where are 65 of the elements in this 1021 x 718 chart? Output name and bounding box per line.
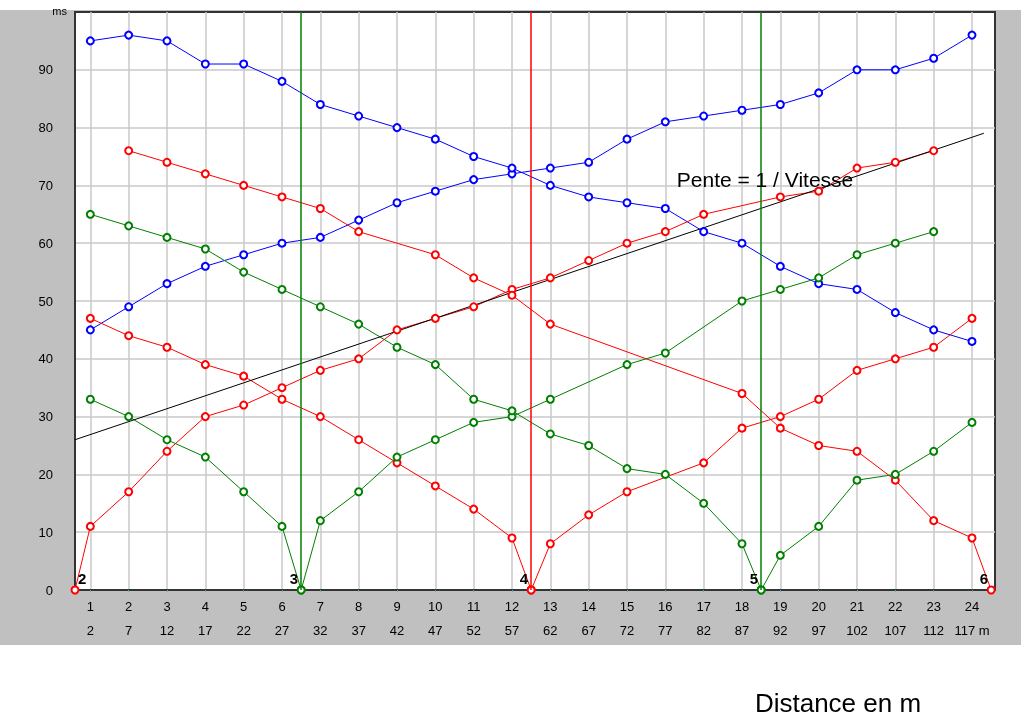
- x-tick-label: 19: [773, 599, 788, 614]
- annotation: 5: [749, 570, 759, 587]
- x2-tick-label: 32: [313, 623, 328, 638]
- x-axis-title: Distance en m: [754, 688, 922, 718]
- x2-tick-label: 27: [274, 623, 290, 638]
- x-tick-label: 17: [696, 599, 711, 614]
- annotation: 2: [78, 570, 87, 587]
- x2-tick-label: 47: [428, 623, 443, 638]
- x2-tick-label: 62: [543, 623, 558, 638]
- x-tick-label: 22: [888, 599, 903, 614]
- x2-tick-label: 7: [125, 623, 133, 638]
- x-tick-label: 21: [849, 599, 865, 614]
- x-tick-label: 6: [278, 599, 286, 614]
- y-tick-label: 30: [38, 409, 53, 425]
- x-tick-label: 18: [734, 599, 750, 614]
- y-tick-label: 20: [38, 466, 53, 482]
- x2-tick-label: 17: [198, 623, 213, 638]
- y-tick-label: 10: [38, 524, 53, 540]
- x-tick-label: 11: [466, 599, 481, 614]
- y-tick-label: 40: [38, 351, 53, 367]
- x2-tick-label: 97: [811, 623, 826, 638]
- x2-tick-label: 87: [734, 623, 750, 638]
- x2-tick-label: 37: [351, 623, 366, 638]
- x2-tick-label: 102: [846, 623, 868, 638]
- y-tick-label: 90: [38, 62, 53, 78]
- x2-tick-label: 12: [159, 623, 175, 638]
- x2-tick-label: 77: [658, 623, 673, 638]
- x2-tick-label: 67: [581, 623, 596, 638]
- x-tick-label: 2: [125, 599, 133, 614]
- x-tick-label: 8: [355, 599, 363, 614]
- x2-tick-label: 42: [389, 623, 405, 638]
- x2-tick-label: 2: [86, 623, 94, 638]
- x-tick-label: 7: [316, 599, 324, 614]
- x2-tick-label: 82: [696, 623, 711, 638]
- y-tick-label: 60: [38, 235, 53, 251]
- x-tick-label: 15: [619, 599, 635, 614]
- x2-tick-label: 52: [466, 623, 481, 638]
- x2-tick-label: 117 m: [954, 623, 990, 638]
- x-tick-label: 5: [240, 599, 248, 614]
- annotation: 6: [979, 570, 989, 587]
- y-tick-label: 0: [45, 582, 53, 598]
- x2-tick-label: 112: [923, 623, 945, 638]
- x2-tick-label: 92: [773, 623, 788, 638]
- x-tick-label: 14: [581, 599, 596, 614]
- x-tick-label: 1: [86, 599, 94, 614]
- y-tick-label: 80: [38, 120, 53, 136]
- y-axis-title: ms: [52, 4, 68, 17]
- x2-tick-label: 22: [236, 623, 251, 638]
- annotation: 3: [289, 570, 299, 587]
- x-tick-label: 10: [428, 599, 443, 614]
- x-tick-label: 3: [163, 599, 171, 614]
- x-tick-label: 9: [393, 599, 401, 614]
- x-tick-label: 23: [926, 599, 941, 614]
- y-tick-label: 50: [38, 293, 53, 309]
- y-tick-label: 70: [38, 177, 53, 193]
- x2-tick-label: 72: [619, 623, 635, 638]
- x-tick-label: 13: [543, 599, 558, 614]
- x-tick-label: 24: [964, 599, 980, 614]
- annotation: 4: [519, 570, 529, 587]
- x-tick-label: 16: [658, 599, 673, 614]
- x-tick-label: 4: [201, 599, 209, 614]
- x-tick-label: 20: [811, 599, 826, 614]
- x-tick-label: 12: [504, 599, 520, 614]
- x2-tick-label: 57: [504, 623, 520, 638]
- x2-tick-label: 107: [884, 623, 907, 638]
